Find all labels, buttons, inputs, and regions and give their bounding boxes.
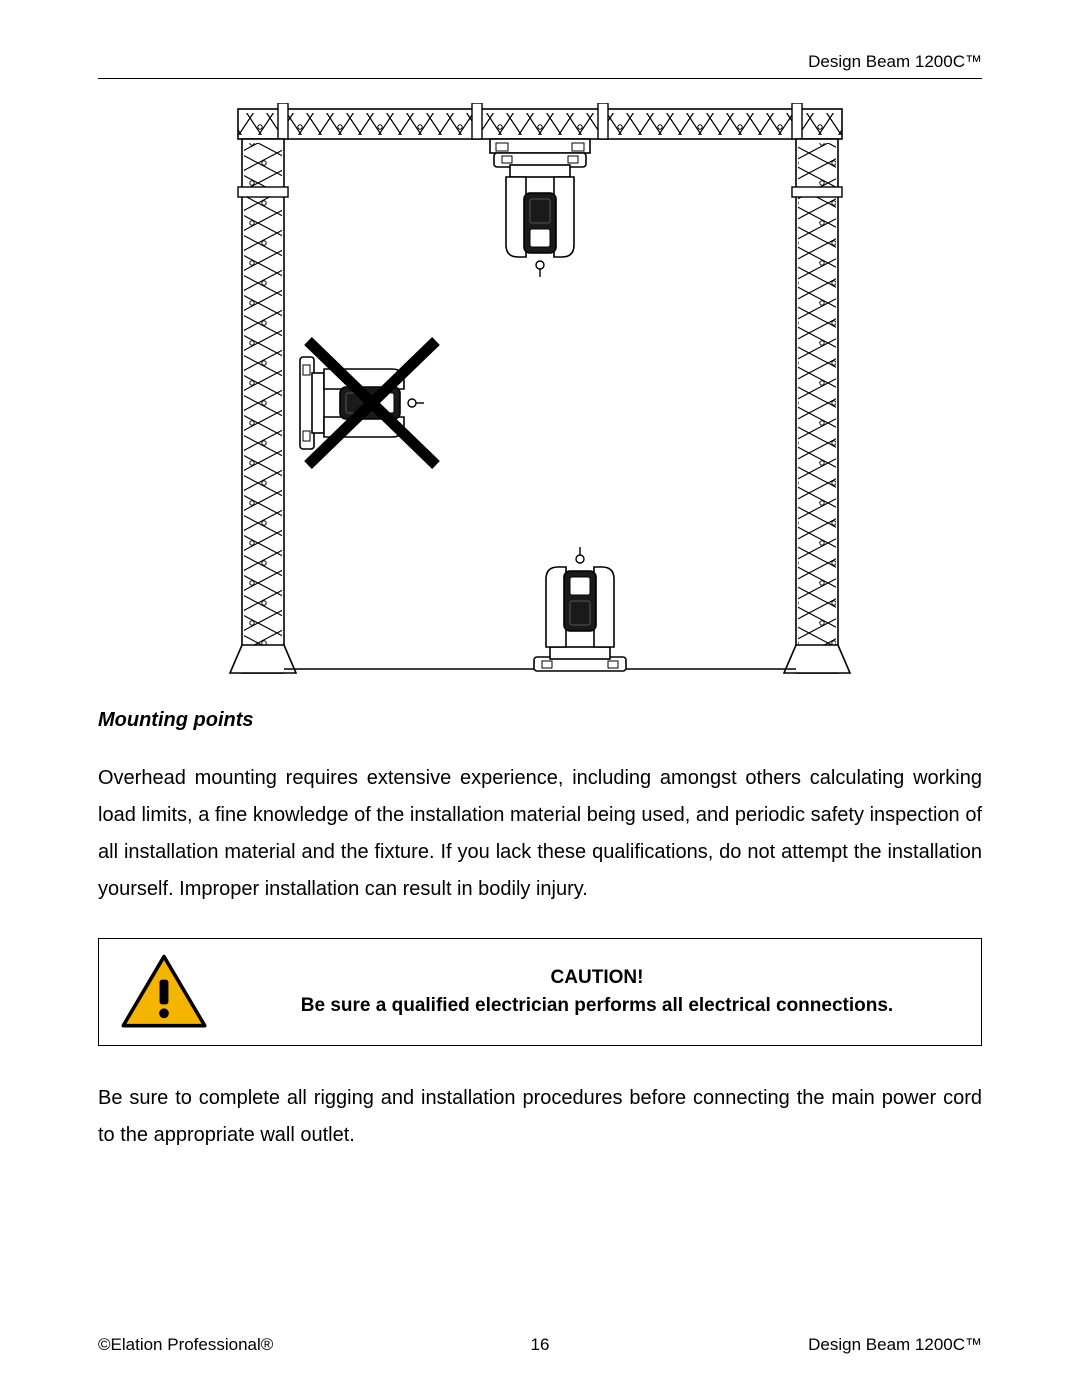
caution-text: CAUTION! Be sure a qualified electrician…	[233, 964, 961, 1021]
header-rule	[98, 78, 982, 79]
caution-body: Be sure a qualified electrician performs…	[233, 992, 961, 1021]
footer-left: ©Elation Professional®	[98, 1335, 393, 1355]
truss-top	[238, 103, 842, 139]
manual-page: Design Beam 1200C™	[0, 0, 1080, 1397]
footer-right: Design Beam 1200C™	[687, 1335, 982, 1355]
footer-page-number: 16	[393, 1335, 688, 1355]
fixture-floor	[534, 547, 626, 671]
section-title: Mounting points	[98, 709, 982, 732]
paragraph-2: Be sure to complete all rigging and inst…	[98, 1080, 982, 1154]
caution-heading: CAUTION!	[233, 964, 961, 993]
fixture-hanging	[490, 139, 590, 277]
truss-right	[784, 139, 850, 673]
caution-box: CAUTION! Be sure a qualified electrician…	[98, 938, 982, 1046]
mounting-diagram-wrap	[98, 103, 982, 681]
warning-triangle-icon	[119, 953, 209, 1031]
mounting-diagram	[220, 103, 860, 681]
paragraph-1: Overhead mounting requires extensive exp…	[98, 760, 982, 908]
truss-left	[230, 139, 296, 673]
footer: ©Elation Professional® 16 Design Beam 12…	[98, 1335, 982, 1355]
header-product: Design Beam 1200C™	[98, 52, 982, 72]
